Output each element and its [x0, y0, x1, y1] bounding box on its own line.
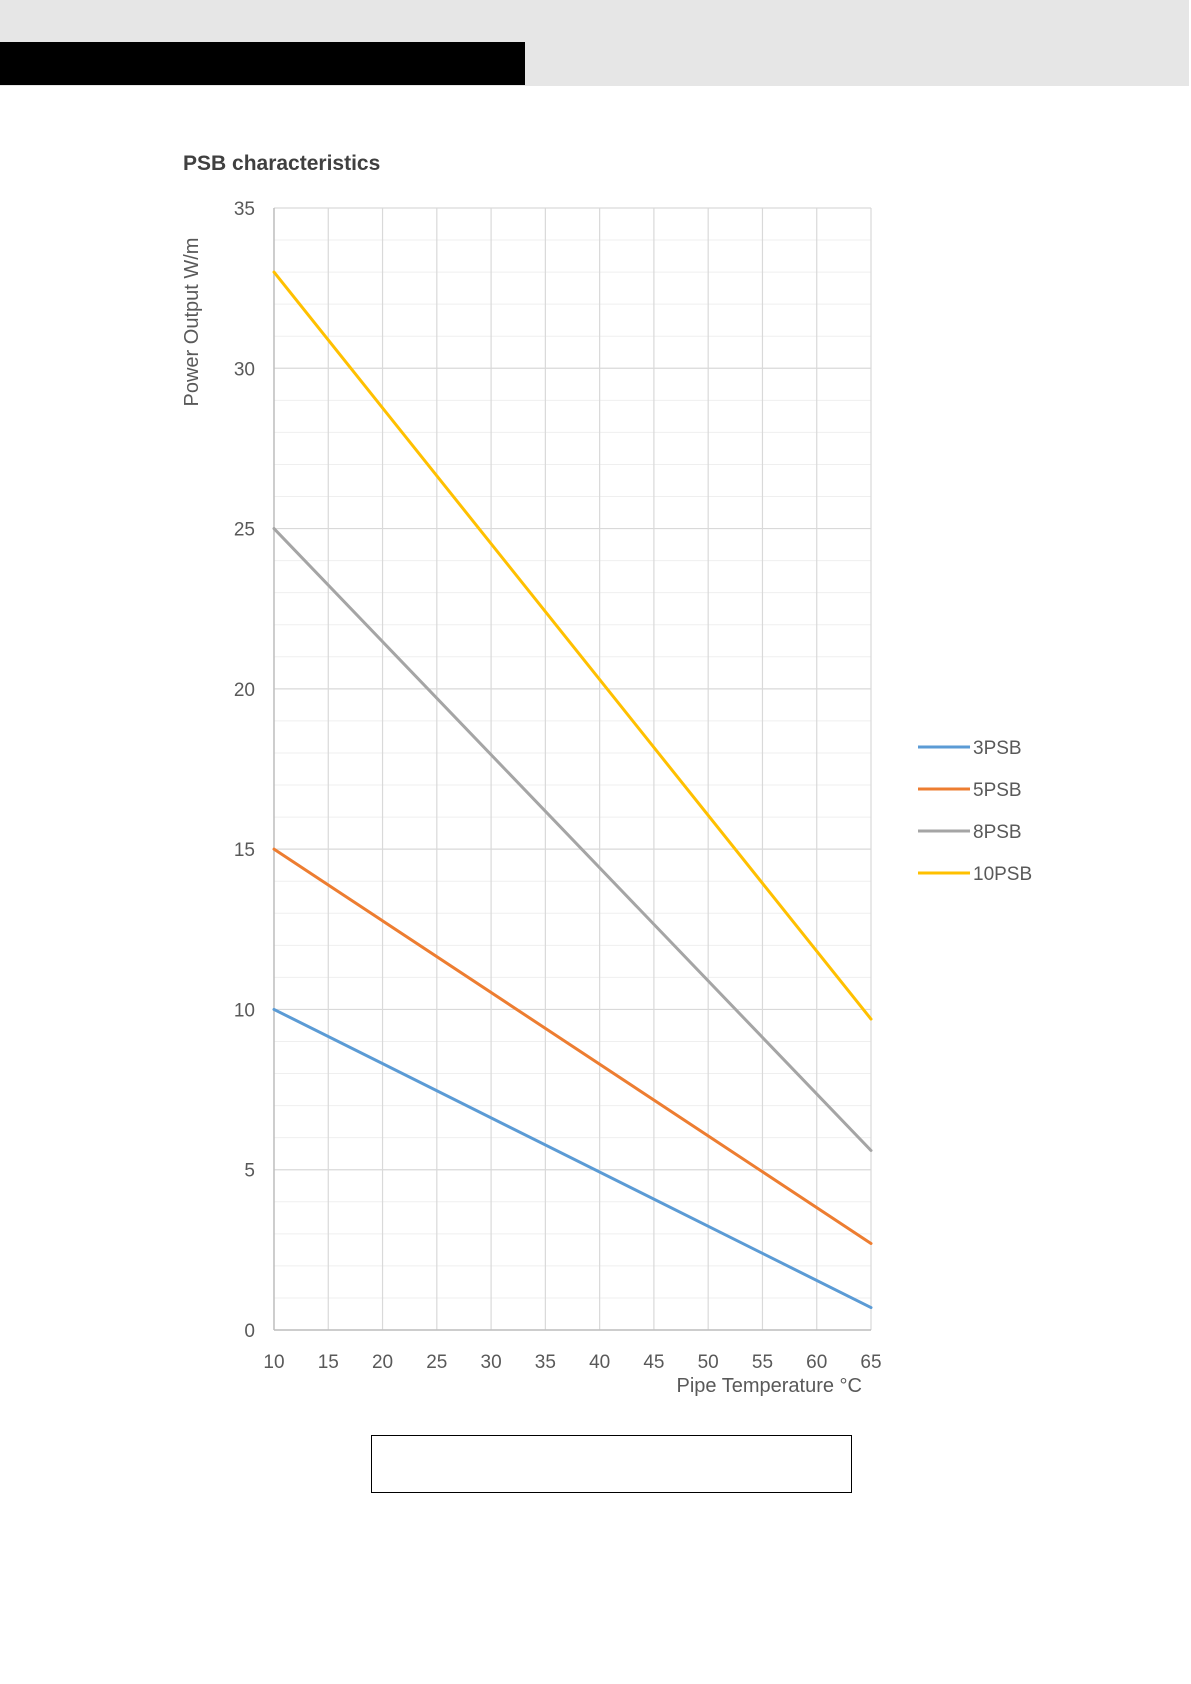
y-tick-label: 35 — [234, 199, 255, 220]
legend-label: 3PSB — [973, 738, 1022, 759]
x-tick-label: 15 — [318, 1352, 339, 1373]
y-tick-label: 20 — [234, 680, 255, 701]
y-tick-label: 30 — [234, 359, 255, 380]
y-tick-label: 0 — [244, 1321, 255, 1342]
y-tick-label: 5 — [244, 1161, 255, 1182]
chart-title: PSB characteristics — [183, 152, 380, 175]
legend-label: 8PSB — [973, 822, 1022, 843]
y-tick-label: 10 — [234, 1000, 255, 1021]
x-tick-label: 55 — [752, 1352, 773, 1373]
x-tick-label: 35 — [535, 1352, 556, 1373]
x-tick-label: 40 — [589, 1352, 610, 1373]
y-tick-label: 25 — [234, 520, 255, 541]
series-line-3psb — [272, 1007, 873, 1310]
page-edge — [1189, 0, 1191, 86]
series-line-10psb — [272, 270, 873, 1021]
y-tick-label: 15 — [234, 840, 255, 861]
x-tick-label: 10 — [263, 1352, 284, 1373]
x-tick-label: 65 — [860, 1352, 881, 1373]
caption-box — [371, 1435, 852, 1493]
x-tick-label: 25 — [426, 1352, 447, 1373]
y-axis-label: Power Output W/m — [181, 238, 203, 407]
header-black-block — [0, 42, 525, 85]
legend-label: 10PSB — [973, 864, 1032, 885]
series-line-8psb — [272, 527, 873, 1152]
series-line-5psb — [272, 847, 873, 1245]
x-tick-label: 45 — [643, 1352, 664, 1373]
x-tick-label: 30 — [481, 1352, 502, 1373]
x-tick-label: 60 — [806, 1352, 827, 1373]
x-axis-label: Pipe Temperature °C — [677, 1375, 863, 1397]
x-tick-label: 50 — [698, 1352, 719, 1373]
x-tick-label: 20 — [372, 1352, 393, 1373]
legend-label: 5PSB — [973, 780, 1022, 801]
